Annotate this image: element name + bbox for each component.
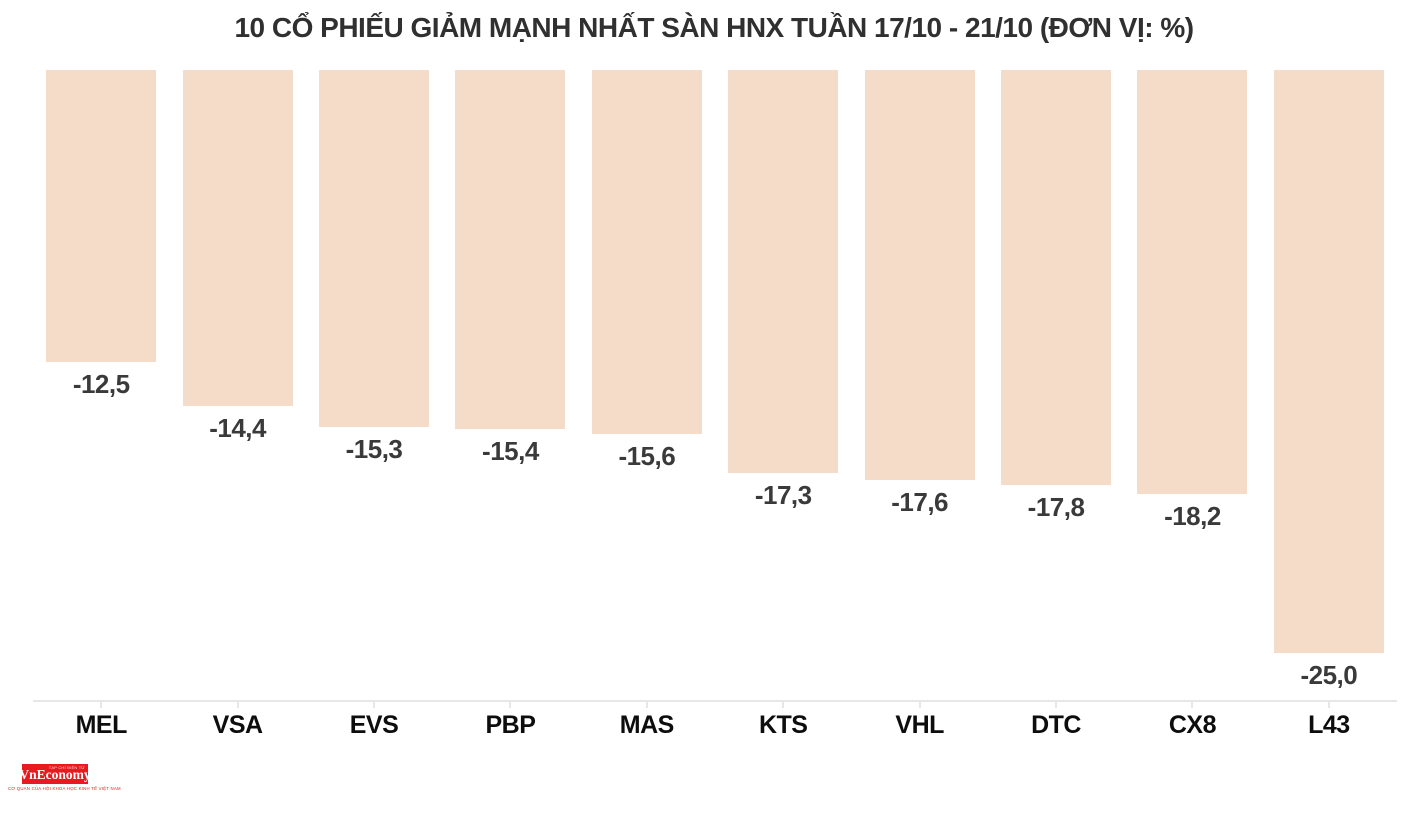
bar-value-label: -15,6	[618, 440, 676, 471]
bar	[728, 70, 839, 474]
bar	[1001, 70, 1112, 486]
bar-column: -15,3 EVS	[306, 70, 442, 739]
category-label: VSA	[212, 711, 263, 739]
bar	[1273, 70, 1384, 653]
bar-column: -14,4 VSA	[169, 70, 305, 739]
axis-tick	[782, 701, 785, 708]
bar-column: -18,2 CX8	[1124, 70, 1260, 739]
bar-series: -12,5 MEL -14,4 VSA -15,3 EVS -15,4 PBP -15,6 MAS…	[33, 70, 1397, 739]
axis-tick	[918, 701, 921, 708]
category-label: MAS	[619, 711, 675, 739]
category-label: PBP	[485, 711, 536, 739]
category-label: KTS	[758, 711, 808, 739]
chart-title: 10 CỔ PHIẾU GIẢM MẠNH NHẤT SÀN HNX TUẦN …	[234, 12, 1194, 43]
category-label: CX8	[1168, 711, 1217, 739]
logo-top-text: TẠP CHÍ ĐIỆN TỬ	[48, 764, 85, 770]
bar-value-label: -15,4	[482, 436, 539, 467]
bar-value-label: -18,2	[1164, 501, 1221, 532]
bar-column: -17,3 KTS	[715, 70, 851, 739]
category-label: VHL	[895, 711, 944, 739]
bar-column: -12,5 MEL	[33, 70, 169, 739]
logo-box: TẠP CHÍ ĐIỆN TỬ VnEconomy	[19, 764, 91, 784]
bar-value-label: -15,3	[345, 433, 403, 464]
axis-tick	[1055, 701, 1058, 708]
logo-name: VnEconomy	[19, 767, 91, 783]
bar-value-label: -12,5	[72, 368, 130, 399]
logo-tagline: CƠ QUAN CỦA HỘI KHOA HỌC KINH TẾ VIỆT NA…	[8, 785, 121, 791]
bar-column: -15,6 MAS	[579, 70, 715, 739]
bar-column: -25,0 L43	[1261, 70, 1397, 739]
bar-column: -17,6 VHL	[851, 70, 987, 739]
bar	[319, 70, 430, 427]
axis-tick	[645, 701, 648, 708]
bar-value-label: -14,4	[209, 412, 266, 443]
category-label: DTC	[1031, 711, 1081, 739]
category-label: MEL	[75, 711, 128, 739]
category-label: EVS	[349, 711, 399, 739]
axis-tick	[236, 701, 239, 708]
x-axis-line	[33, 700, 1397, 702]
bar-column: -15,4 PBP	[442, 70, 578, 739]
bar	[46, 70, 157, 362]
bar-value-label: -17,6	[891, 487, 949, 518]
bar	[455, 70, 566, 430]
bar-value-label: -25,0	[1300, 660, 1358, 690]
bar	[864, 70, 975, 481]
bar-value-label: -17,8	[1027, 492, 1085, 523]
plot-area: -12,5 MEL -14,4 VSA -15,3 EVS -15,4 PBP -15,6 MAS…	[33, 70, 1397, 739]
vneconomy-logo: TẠP CHÍ ĐIỆN TỬ VnEconomy CƠ QUAN CỦA HỘ…	[8, 764, 121, 791]
axis-tick	[100, 701, 103, 708]
axis-tick	[509, 701, 512, 708]
category-label: L43	[1308, 711, 1350, 739]
bar	[1137, 70, 1248, 495]
bar	[182, 70, 293, 406]
axis-tick	[1191, 701, 1194, 708]
axis-tick	[373, 701, 376, 708]
bar	[591, 70, 702, 434]
axis-tick	[1327, 701, 1330, 708]
bar-value-label: -17,3	[754, 480, 812, 511]
bar-column: -17,8 DTC	[988, 70, 1124, 739]
